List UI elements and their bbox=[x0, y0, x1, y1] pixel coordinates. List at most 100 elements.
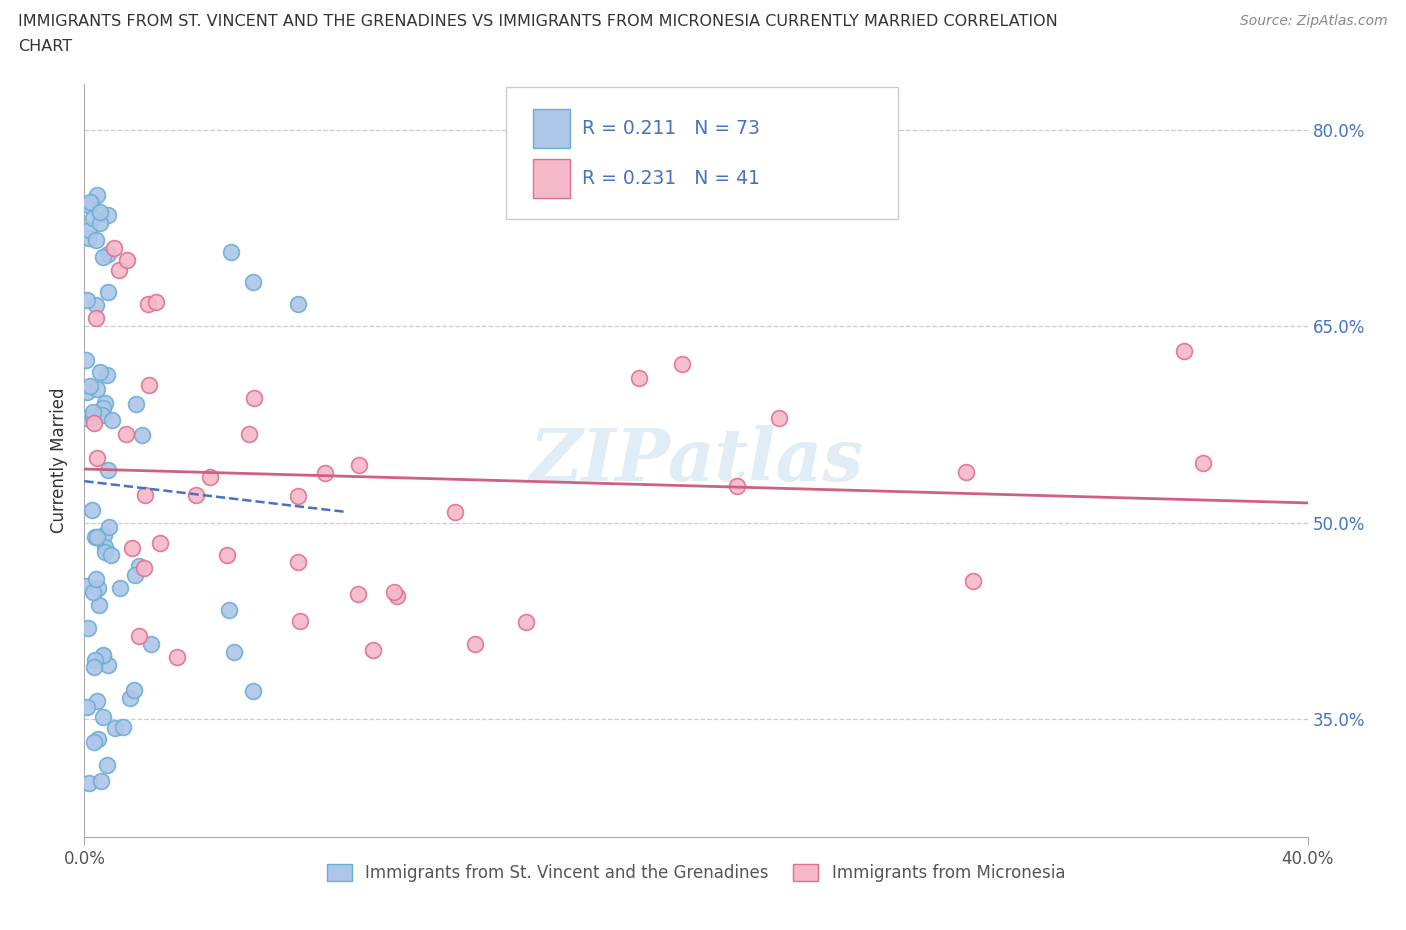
Point bbox=[110, 580, 132, 595]
Point bbox=[77, 775, 100, 790]
Point bbox=[128, 629, 150, 644]
Point bbox=[131, 427, 153, 442]
Point bbox=[89, 204, 111, 219]
Point bbox=[94, 396, 117, 411]
Text: IMMIGRANTS FROM ST. VINCENT AND THE GRENADINES VS IMMIGRANTS FROM MICRONESIA CUR: IMMIGRANTS FROM ST. VINCENT AND THE GREN… bbox=[18, 14, 1059, 29]
Point bbox=[464, 636, 486, 651]
Point bbox=[138, 378, 160, 392]
Point bbox=[627, 371, 650, 386]
Point bbox=[382, 585, 405, 600]
Point bbox=[86, 188, 108, 203]
Point bbox=[97, 246, 120, 261]
Point bbox=[221, 245, 243, 259]
Point bbox=[139, 636, 162, 651]
Point bbox=[76, 293, 98, 308]
Point bbox=[768, 411, 790, 426]
Point bbox=[115, 426, 138, 441]
Point bbox=[84, 572, 107, 587]
Point bbox=[103, 240, 125, 255]
Point bbox=[1173, 343, 1195, 358]
Text: R = 0.231   N = 41: R = 0.231 N = 41 bbox=[582, 169, 761, 188]
Point bbox=[82, 211, 104, 226]
Point bbox=[132, 561, 155, 576]
Legend: Immigrants from St. Vincent and the Grenadines, Immigrants from Micronesia: Immigrants from St. Vincent and the Gren… bbox=[321, 857, 1071, 889]
Point bbox=[91, 408, 114, 423]
Point bbox=[76, 699, 98, 714]
Point bbox=[83, 416, 105, 431]
FancyBboxPatch shape bbox=[506, 87, 898, 219]
Point bbox=[100, 548, 122, 563]
Point bbox=[515, 615, 537, 630]
Point bbox=[84, 232, 107, 247]
Text: CHART: CHART bbox=[18, 39, 72, 54]
Point bbox=[89, 365, 111, 379]
Point bbox=[76, 621, 98, 636]
Point bbox=[242, 275, 264, 290]
Point bbox=[108, 262, 131, 277]
Text: ZIPatlas: ZIPatlas bbox=[529, 425, 863, 496]
Point bbox=[955, 464, 977, 479]
Point bbox=[198, 469, 221, 484]
Point bbox=[79, 194, 101, 209]
Point bbox=[90, 774, 112, 789]
Point bbox=[149, 536, 172, 551]
Point bbox=[93, 647, 115, 662]
FancyBboxPatch shape bbox=[533, 109, 569, 148]
Point bbox=[86, 381, 108, 396]
Point bbox=[87, 732, 110, 747]
Point bbox=[93, 249, 115, 264]
Point bbox=[1192, 456, 1215, 471]
Point bbox=[79, 230, 101, 245]
Point bbox=[124, 683, 146, 698]
Point bbox=[218, 603, 240, 618]
Point bbox=[75, 411, 97, 426]
Point bbox=[97, 462, 120, 477]
Point bbox=[725, 478, 748, 493]
Point bbox=[96, 208, 118, 223]
Point bbox=[166, 649, 188, 664]
Point bbox=[76, 385, 98, 400]
Point bbox=[80, 195, 103, 210]
Point bbox=[97, 284, 120, 299]
Point bbox=[91, 649, 114, 664]
Point bbox=[121, 540, 143, 555]
Point bbox=[671, 356, 693, 371]
Point bbox=[91, 401, 114, 416]
Point bbox=[288, 613, 311, 628]
Text: R = 0.211   N = 73: R = 0.211 N = 73 bbox=[582, 119, 761, 138]
Point bbox=[91, 710, 114, 724]
Point bbox=[97, 658, 120, 672]
Point bbox=[385, 589, 408, 604]
Point bbox=[93, 540, 115, 555]
Point bbox=[347, 458, 370, 472]
FancyBboxPatch shape bbox=[533, 159, 569, 198]
Point bbox=[120, 691, 142, 706]
Point bbox=[94, 545, 117, 560]
Point bbox=[287, 489, 309, 504]
Point bbox=[112, 720, 135, 735]
Point bbox=[145, 295, 167, 310]
Point bbox=[84, 653, 107, 668]
Point bbox=[444, 505, 467, 520]
Point bbox=[287, 297, 309, 312]
Point bbox=[128, 558, 150, 573]
Point bbox=[79, 379, 101, 393]
Point bbox=[82, 503, 104, 518]
Point bbox=[84, 298, 107, 312]
Point bbox=[104, 721, 127, 736]
Y-axis label: Currently Married: Currently Married bbox=[51, 388, 69, 533]
Point bbox=[84, 529, 107, 544]
Point bbox=[82, 405, 104, 419]
Point bbox=[224, 644, 246, 659]
Point bbox=[962, 574, 984, 589]
Point bbox=[347, 587, 370, 602]
Point bbox=[243, 391, 266, 405]
Point bbox=[77, 223, 100, 238]
Point bbox=[96, 758, 118, 773]
Point bbox=[93, 527, 115, 542]
Point bbox=[100, 413, 122, 428]
Point bbox=[238, 427, 260, 442]
Point bbox=[89, 216, 111, 231]
Point bbox=[86, 529, 108, 544]
Point bbox=[86, 694, 108, 709]
